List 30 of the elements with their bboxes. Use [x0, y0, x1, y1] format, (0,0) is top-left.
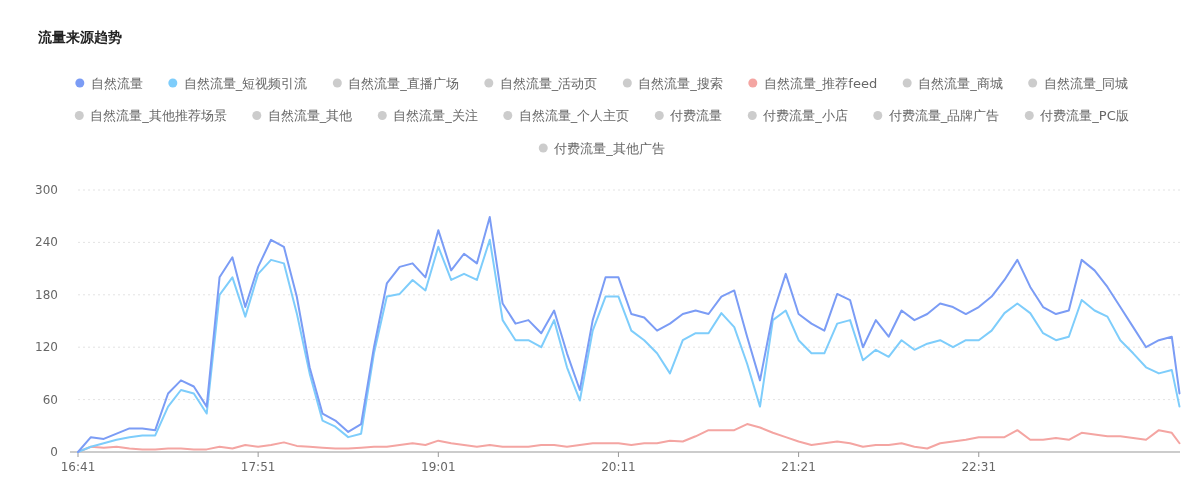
y-tick-label: 180: [35, 287, 58, 302]
y-tick-label: 0: [50, 445, 58, 459]
legend-label: 自然流量_商城: [918, 75, 1003, 91]
x-tick-label: 22:31: [961, 460, 997, 474]
y-tick-label: 60: [42, 392, 58, 407]
legend-label: 自然流量: [90, 75, 143, 91]
legend-label: 自然流量_同城: [1043, 75, 1129, 91]
legend-label: 自然流量_其他推荐场景: [90, 108, 227, 123]
legend-label: 付费流量: [669, 108, 723, 123]
x-tick-label: 17:51: [240, 460, 276, 474]
x-tick-label: 16:41: [60, 460, 96, 474]
legend-label: 付费流量_其他广告: [553, 140, 665, 156]
y-tick-label: 120: [35, 340, 58, 355]
x-tick-label: 21:21: [781, 460, 816, 474]
legend-label: 自然流量_其他: [267, 108, 353, 123]
x-tick-label: 20:11: [601, 460, 636, 474]
legend-label: 自然流量_关注: [393, 108, 478, 123]
legend-label: 付费流量_PC版: [1039, 108, 1129, 123]
legend-label: 自然流量_直播广场: [348, 75, 459, 91]
legend-label: 自然流量_个人主页: [518, 108, 630, 123]
legend-label: 付费流量_小店: [762, 108, 848, 123]
chart-title: 流量来源趋势: [37, 29, 122, 45]
legend-label: 自然流量_推荐feed: [763, 75, 878, 91]
y-tick-label: 240: [35, 235, 58, 250]
legend-label: 付费流量_品牌广告: [887, 108, 1000, 123]
legend-label: 自然流量_搜索: [638, 75, 723, 91]
x-tick-label: 19:01: [421, 460, 456, 474]
legend-label: 自然流量_活动页: [499, 75, 598, 91]
y-tick-label: 300: [35, 183, 58, 197]
legend-label: 自然流量_短视频引流: [183, 75, 308, 91]
